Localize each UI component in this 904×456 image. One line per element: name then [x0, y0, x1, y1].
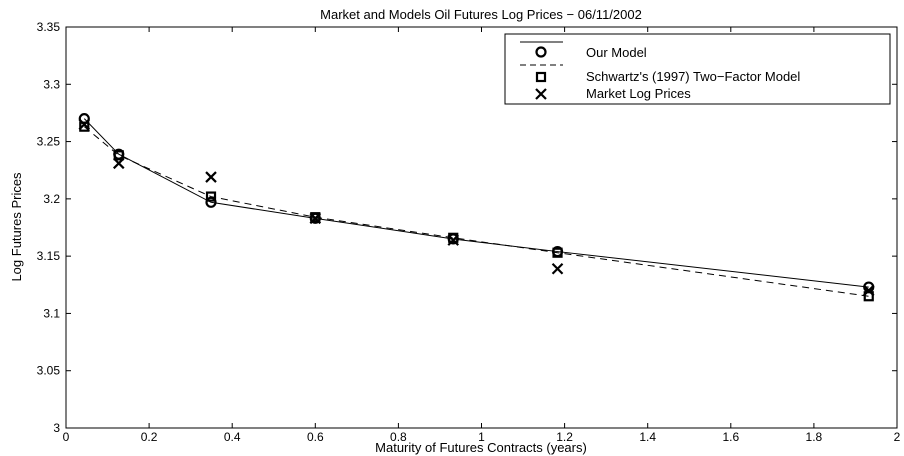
x-tick-label: 1	[478, 430, 485, 444]
series-layer	[78, 113, 875, 302]
data-point	[205, 191, 217, 202]
legend-marker-schwartz	[535, 71, 547, 83]
y-tick-label: 3.15	[37, 249, 61, 263]
data-point	[551, 262, 564, 275]
x-axis-label: Maturity of Futures Contracts (years)	[375, 440, 587, 455]
x-tick-label: 1.4	[639, 430, 656, 444]
data-point	[205, 171, 217, 183]
data-point	[447, 234, 460, 246]
x-tick-label: 0.6	[307, 430, 324, 444]
y-tick-label: 3.1	[43, 306, 60, 320]
x-tick-label: 0	[63, 430, 70, 444]
x-tick-label: 0.2	[141, 430, 158, 444]
data-point	[113, 150, 124, 161]
x-tick-label: 2	[894, 430, 901, 444]
x-tick-label: 1.8	[806, 430, 823, 444]
legend-label-schwartz: Schwartz's (1997) Two−Factor Model	[586, 69, 800, 84]
data-point	[79, 121, 90, 132]
x-axis: 0 0.2 0.4 0.6 0.8 1 1.2 1.4 1.6 1.8 2	[63, 27, 901, 444]
data-point	[205, 196, 217, 208]
legend-x-icon	[535, 88, 547, 100]
legend-marker-market	[535, 88, 547, 100]
y-tick-label: 3.25	[37, 135, 61, 149]
y-tick-label: 3.35	[37, 20, 61, 34]
y-tick-label: 3.3	[43, 77, 60, 91]
y-tick-label: 3	[53, 421, 60, 435]
x-tick-label: 0.8	[390, 430, 407, 444]
x-tick-label: 1.6	[722, 430, 739, 444]
data-point	[112, 157, 125, 170]
legend-square-icon	[535, 71, 547, 83]
data-point	[862, 284, 875, 297]
legend: Our Model Schwartz's (1997) Two−Factor M…	[504, 33, 891, 105]
data-point	[310, 212, 321, 223]
y-axis-label: Log Futures Prices	[9, 172, 24, 282]
legend-label-market: Market Log Prices	[586, 86, 691, 101]
legend-circle-icon	[535, 46, 547, 58]
chart-title: Market and Models Oil Futures Log Prices…	[320, 7, 642, 22]
data-point	[309, 212, 322, 225]
y-axis: 3 3.05 3.1 3.15 3.2 3.25 3.3 3.35	[37, 20, 897, 435]
legend-marker-our-model	[535, 46, 547, 58]
legend-box	[504, 33, 891, 105]
data-point	[448, 232, 459, 243]
x-tick-label: 1.2	[556, 430, 573, 444]
data-point	[78, 118, 91, 131]
y-tick-label: 3.2	[43, 192, 60, 206]
y-tick-label: 3.05	[37, 364, 61, 378]
series-2	[78, 118, 875, 297]
data-point	[863, 291, 874, 302]
data-point	[552, 247, 563, 258]
legend-label-our-model: Our Model	[586, 45, 647, 60]
x-tick-label: 0.4	[224, 430, 241, 444]
